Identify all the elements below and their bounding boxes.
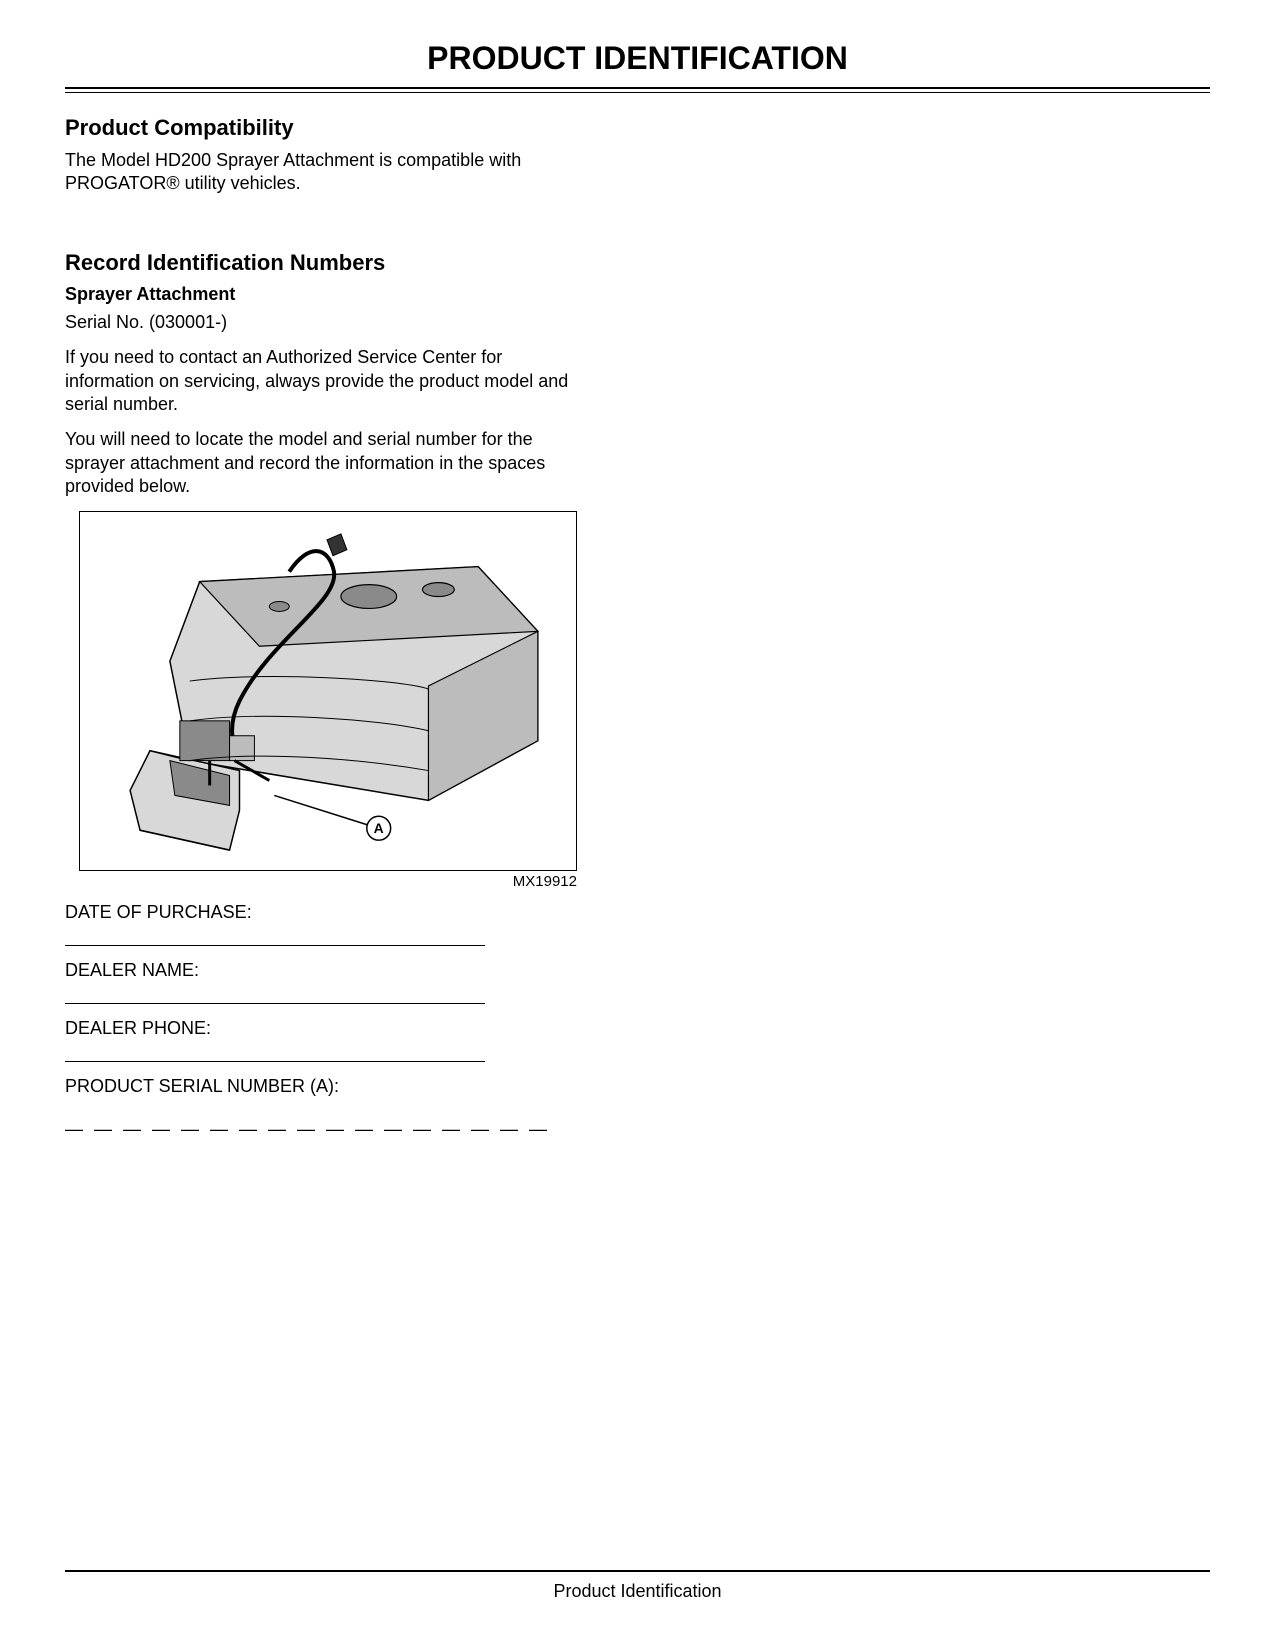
field-serial-label: PRODUCT SERIAL NUMBER (A):	[65, 1076, 595, 1097]
tank-illustration: A	[80, 512, 576, 870]
record-para-2: You will need to locate the model and se…	[65, 428, 595, 498]
field-dealer-phone-label: DEALER PHONE:	[65, 1018, 595, 1039]
page-title: PRODUCT IDENTIFICATION	[65, 40, 1210, 87]
field-dealer-name-label: DEALER NAME:	[65, 960, 595, 981]
callout-a-label: A	[374, 820, 384, 836]
sprayer-subheading: Sprayer Attachment	[65, 284, 595, 305]
field-dealer-phone-line	[65, 1061, 485, 1062]
footer-rule	[65, 1570, 1210, 1572]
figure-caption: MX19912	[65, 873, 577, 890]
serial-range: Serial No. (030001-)	[65, 311, 595, 334]
field-date-label: DATE OF PURCHASE:	[65, 902, 595, 923]
content-column: Product Compatibility The Model HD200 Sp…	[65, 115, 595, 1140]
field-dealer-name-line	[65, 1003, 485, 1004]
compatibility-body: The Model HD200 Sprayer Attachment is co…	[65, 149, 595, 196]
section-compatibility-heading: Product Compatibility	[65, 115, 595, 141]
field-date-line	[65, 945, 485, 946]
footer-text: Product Identification	[0, 1581, 1275, 1602]
field-serial-dashes: — — — — — — — — — — — — — — — — —	[65, 1119, 595, 1140]
record-para-1: If you need to contact an Authorized Ser…	[65, 346, 595, 416]
header-rule	[65, 87, 1210, 93]
product-figure: A	[79, 511, 577, 871]
section-record-heading: Record Identification Numbers	[65, 250, 595, 276]
